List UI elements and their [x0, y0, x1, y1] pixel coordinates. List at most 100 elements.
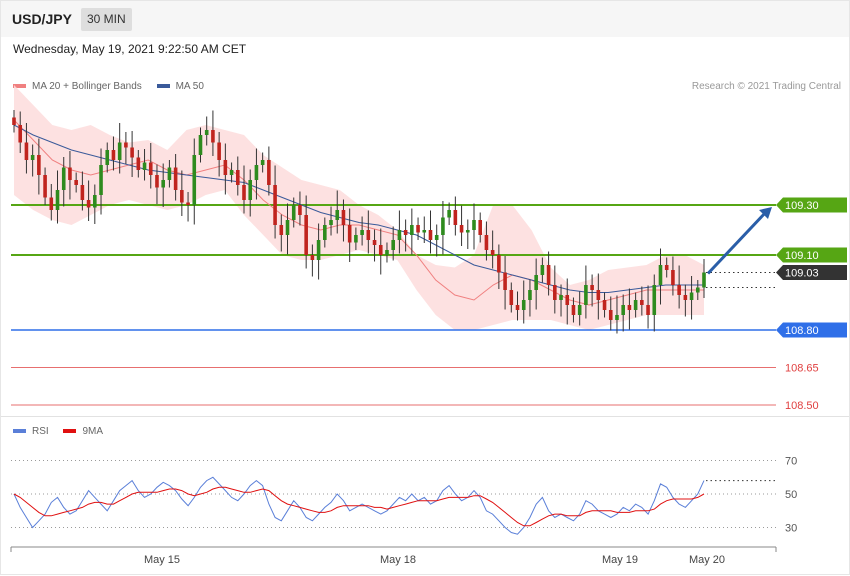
candle-body[interactable]: [509, 290, 514, 305]
candle-body[interactable]: [136, 157, 141, 171]
candle-body[interactable]: [49, 197, 54, 211]
candle-body[interactable]: [291, 205, 296, 220]
candle-body[interactable]: [304, 215, 308, 255]
candle-body[interactable]: [571, 305, 576, 315]
candle-body[interactable]: [702, 272, 706, 288]
candle-body[interactable]: [615, 315, 619, 320]
candle-body[interactable]: [391, 240, 395, 250]
candle-body[interactable]: [434, 235, 439, 240]
candle-body[interactable]: [285, 220, 290, 235]
candle-body[interactable]: [459, 225, 464, 233]
candle-body[interactable]: [428, 230, 433, 240]
candle-body[interactable]: [198, 135, 203, 155]
candle-body[interactable]: [335, 210, 340, 220]
candle-body[interactable]: [640, 300, 644, 305]
candle-body[interactable]: [372, 240, 377, 245]
candle-body[interactable]: [360, 230, 364, 235]
candle-body[interactable]: [111, 150, 116, 160]
candle-body[interactable]: [341, 210, 346, 225]
candle-body[interactable]: [584, 285, 588, 305]
candle-body[interactable]: [490, 250, 495, 255]
candle-body[interactable]: [86, 200, 91, 208]
candle-body[interactable]: [117, 142, 122, 161]
candle-body[interactable]: [235, 170, 240, 185]
candle-body[interactable]: [366, 230, 371, 240]
candle-body[interactable]: [142, 162, 147, 171]
candle-body[interactable]: [453, 210, 458, 225]
candle-body[interactable]: [577, 305, 582, 315]
candle-body[interactable]: [664, 265, 669, 270]
candle-body[interactable]: [658, 265, 663, 285]
candle-body[interactable]: [608, 310, 613, 320]
candle-body[interactable]: [633, 300, 638, 310]
candle-body[interactable]: [61, 167, 66, 191]
candle-body[interactable]: [260, 160, 265, 165]
candle-body[interactable]: [161, 180, 165, 188]
candle-body[interactable]: [621, 305, 625, 315]
candle-body[interactable]: [298, 205, 302, 215]
candle-body[interactable]: [677, 285, 681, 295]
candle-body[interactable]: [229, 170, 234, 175]
candle-body[interactable]: [478, 220, 483, 235]
candle-body[interactable]: [167, 167, 172, 181]
candle-body[interactable]: [192, 155, 197, 205]
candle-body[interactable]: [30, 155, 35, 160]
candle-body[interactable]: [683, 295, 688, 300]
candle-body[interactable]: [528, 290, 532, 300]
candle-body[interactable]: [242, 185, 246, 200]
candle-body[interactable]: [596, 290, 601, 300]
candle-body[interactable]: [378, 245, 383, 255]
candle-body[interactable]: [695, 287, 700, 293]
candle-body[interactable]: [74, 180, 78, 185]
interval-selector[interactable]: 30 MIN: [81, 8, 132, 31]
candle-body[interactable]: [515, 305, 520, 310]
candle-body[interactable]: [12, 117, 16, 126]
candle-body[interactable]: [18, 125, 23, 143]
candle-body[interactable]: [186, 202, 190, 206]
candle-body[interactable]: [24, 142, 29, 161]
candle-body[interactable]: [310, 255, 315, 260]
candle-body[interactable]: [590, 285, 594, 290]
candle-body[interactable]: [646, 305, 650, 315]
candle-body[interactable]: [689, 292, 694, 301]
candle-body[interactable]: [416, 225, 420, 233]
candle-body[interactable]: [93, 195, 97, 208]
candle-body[interactable]: [267, 160, 271, 185]
candle-body[interactable]: [155, 175, 159, 188]
candle-body[interactable]: [323, 225, 327, 240]
candle-body[interactable]: [410, 225, 414, 235]
candle-body[interactable]: [540, 265, 545, 275]
candle-body[interactable]: [602, 300, 607, 310]
candle-body[interactable]: [130, 147, 134, 158]
candle-body[interactable]: [521, 300, 526, 310]
candle-body[interactable]: [671, 270, 675, 285]
candle-body[interactable]: [37, 155, 41, 175]
candle-body[interactable]: [279, 225, 284, 235]
candle-body[interactable]: [43, 175, 47, 198]
candle-body[interactable]: [223, 160, 228, 175]
candle-body[interactable]: [497, 255, 501, 273]
candle-body[interactable]: [347, 225, 352, 243]
candle-body[interactable]: [124, 142, 128, 148]
candle-body[interactable]: [329, 220, 333, 225]
candle-body[interactable]: [173, 167, 178, 191]
candle-body[interactable]: [254, 165, 259, 180]
candle-body[interactable]: [68, 167, 72, 181]
candle-body[interactable]: [627, 305, 632, 310]
candle-body[interactable]: [422, 230, 427, 233]
candle-body[interactable]: [99, 165, 103, 195]
candle-body[interactable]: [105, 150, 110, 165]
candle-body[interactable]: [441, 217, 445, 236]
candle-body[interactable]: [385, 250, 389, 255]
candle-body[interactable]: [148, 162, 153, 176]
candle-body[interactable]: [354, 235, 358, 243]
candle-body[interactable]: [55, 190, 60, 210]
candle-body[interactable]: [472, 220, 476, 230]
candle-body[interactable]: [273, 185, 277, 225]
candle-body[interactable]: [211, 130, 215, 143]
candle-body[interactable]: [204, 130, 209, 135]
candle-body[interactable]: [559, 295, 563, 300]
candle-body[interactable]: [484, 235, 489, 250]
candle-body[interactable]: [546, 265, 551, 285]
candle-body[interactable]: [565, 295, 570, 305]
